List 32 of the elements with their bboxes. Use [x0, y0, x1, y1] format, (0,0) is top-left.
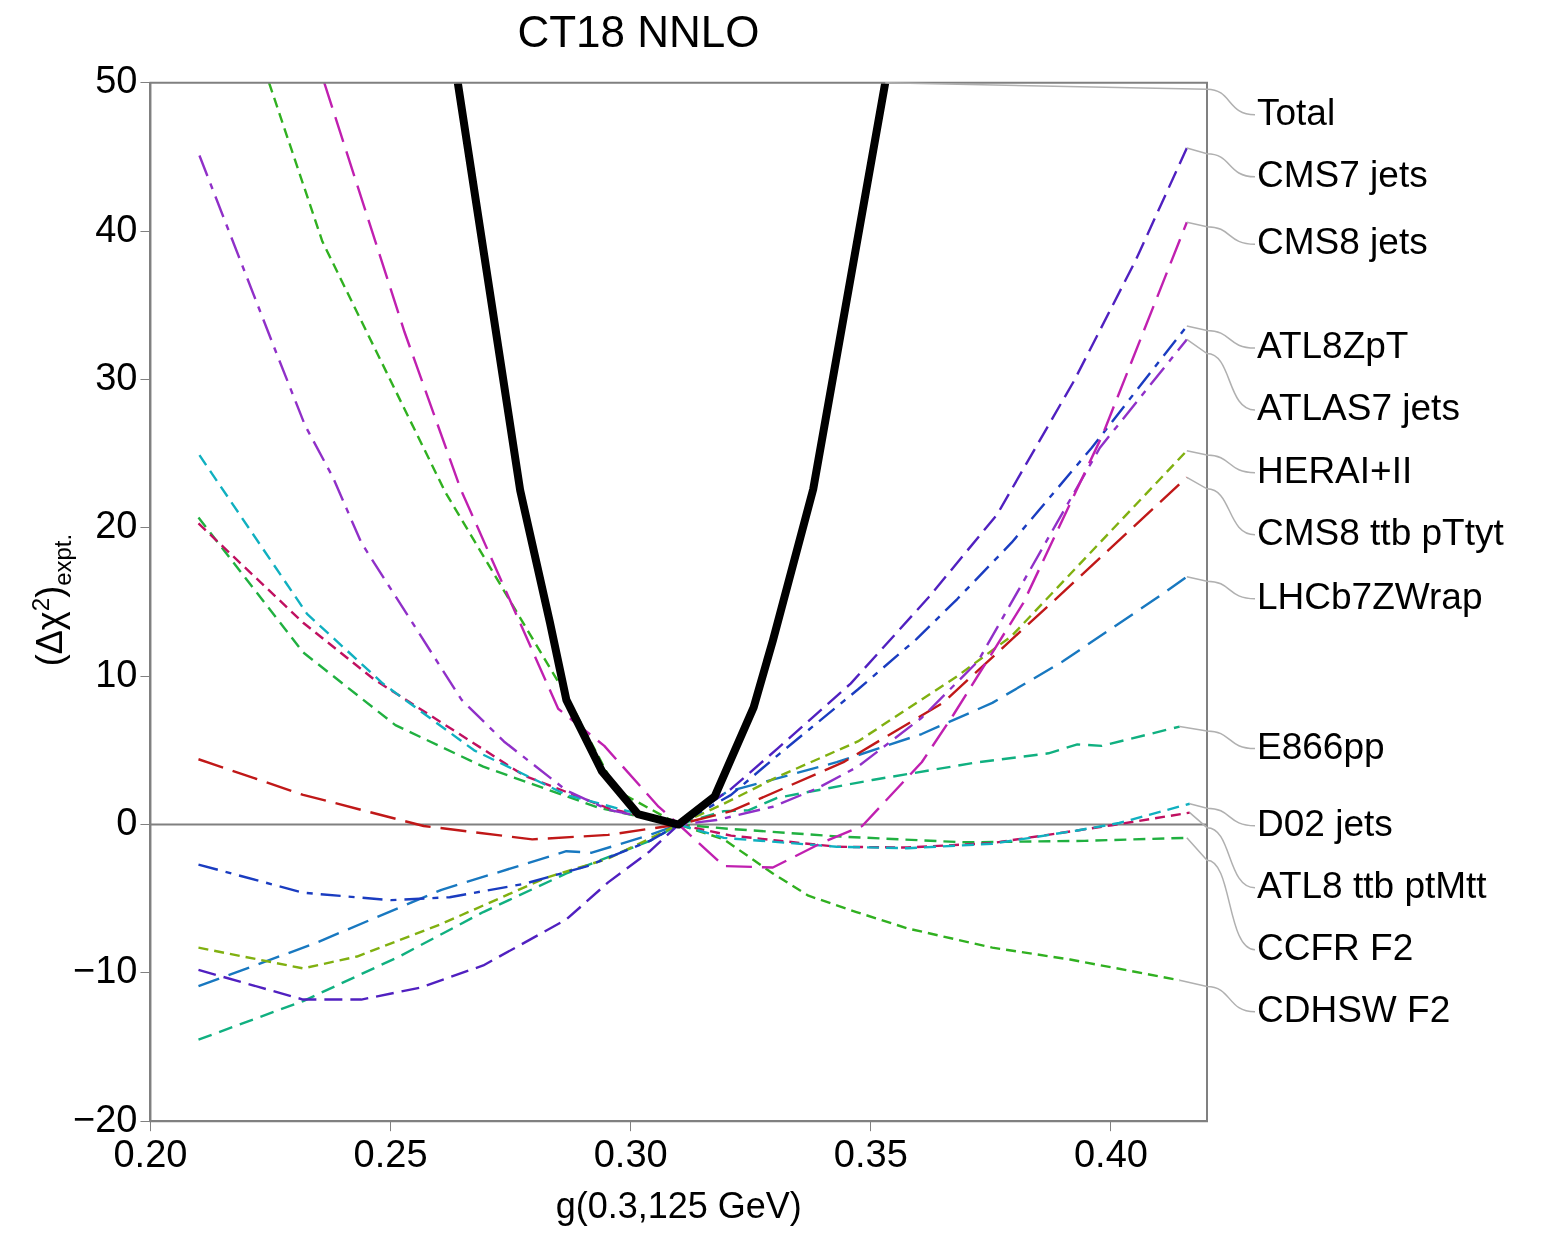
series-label: D02 jets	[1257, 802, 1393, 844]
y-tick-label: 20	[95, 504, 138, 547]
line-series	[198, 154, 1189, 826]
x-tick-label: 0.40	[1073, 1133, 1148, 1176]
y-tick-label: 40	[95, 207, 138, 250]
line-series	[197, 725, 1181, 1041]
text: Total	[1257, 92, 1336, 133]
series-label: CMS8 jets	[1257, 221, 1428, 263]
text: CMS8 ttb pTtyt	[1257, 511, 1505, 553]
y-tick-label: 10	[95, 652, 138, 695]
line-series	[267, 82, 1181, 982]
series-label: LHCb7ZWrap	[1257, 575, 1483, 617]
text: CCFR F2	[1257, 926, 1414, 968]
y-tick-label: −10	[72, 949, 138, 992]
line-series	[323, 82, 1189, 869]
chart-title: CT18 NNLO	[517, 6, 760, 56]
text: ATLAS7 jets	[1257, 387, 1460, 429]
y-tick-label: 30	[95, 355, 138, 398]
text: CDHSW F2	[1257, 988, 1451, 1030]
line-series	[197, 575, 1189, 988]
y-tick-label: 50	[95, 59, 138, 102]
line-series	[197, 146, 1189, 1001]
text: ATL8 ttb ptMtt	[1257, 864, 1488, 906]
x-axis-title: g(0.3,125 GeV)	[555, 1185, 802, 1227]
series-label: CMS7 jets	[1257, 154, 1428, 195]
text: E866pp	[1257, 725, 1385, 767]
series-label: HERAI+II	[1257, 449, 1413, 491]
y-tick-label: 0	[116, 801, 138, 843]
x-tick-label: 0.30	[593, 1133, 668, 1176]
series-label: ATL8ZpT	[1257, 325, 1409, 367]
x-tick-label: 0.25	[353, 1133, 428, 1176]
x-tick-label: 0.35	[833, 1133, 908, 1176]
